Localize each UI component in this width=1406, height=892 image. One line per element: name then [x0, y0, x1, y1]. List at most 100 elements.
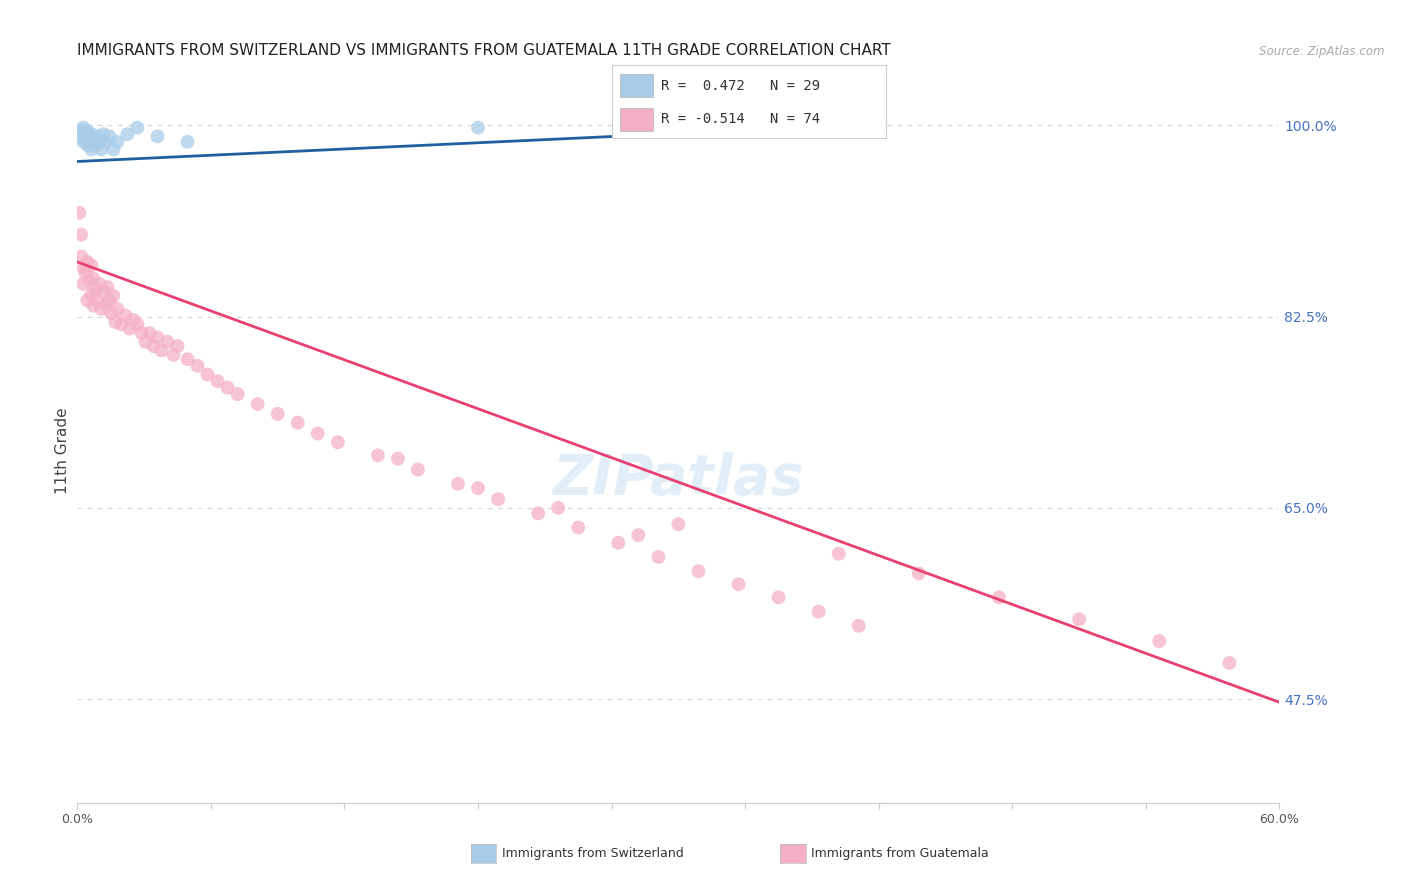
Point [1149, 634, 1171, 648]
Point [138, 326, 160, 340]
Point [567, 520, 589, 534]
Bar [620, 108, 652, 131]
Text: IMMIGRANTS FROM SWITZERLAND VS IMMIGRANTS FROM GUATEMALA 11TH GRADE CORRELATION : IMMIGRANTS FROM SWITZERLAND VS IMMIGRANT… [77, 43, 891, 58]
Point [93, 127, 115, 141]
Point [406, 462, 429, 476]
Point [98, 293, 121, 308]
Point [90, 301, 112, 316]
Point [67, 129, 90, 144]
Point [79, 135, 101, 149]
Point [367, 449, 389, 463]
Text: R = -0.514   N = 74: R = -0.514 N = 74 [661, 112, 820, 127]
Point [107, 135, 129, 149]
Point [82, 131, 104, 145]
Point [727, 577, 749, 591]
Point [80, 258, 103, 272]
Point [90, 143, 112, 157]
Point [447, 476, 470, 491]
Point [246, 397, 269, 411]
Point [103, 289, 125, 303]
Point [79, 129, 101, 144]
Point [70, 250, 93, 264]
Text: Source: ZipAtlas.com: Source: ZipAtlas.com [1260, 45, 1385, 58]
Point [1218, 656, 1240, 670]
Point [131, 326, 153, 340]
Point [86, 293, 108, 308]
Point [207, 374, 229, 388]
Point [267, 407, 290, 421]
Point [86, 129, 108, 144]
Point [727, 120, 749, 135]
Point [1069, 612, 1091, 626]
Point [72, 135, 94, 149]
Text: Immigrants from Guatemala: Immigrants from Guatemala [811, 847, 988, 860]
Point [84, 282, 107, 296]
Point [547, 500, 569, 515]
Point [647, 549, 669, 564]
Point [467, 481, 489, 495]
Point [166, 339, 188, 353]
Point [110, 318, 132, 332]
Point [89, 135, 111, 149]
Point [79, 274, 101, 288]
Point [486, 492, 509, 507]
Point [67, 206, 90, 220]
Point [627, 528, 650, 542]
Point [80, 287, 103, 301]
Point [118, 321, 141, 335]
Point [467, 120, 489, 135]
Point [848, 619, 870, 633]
Point [387, 451, 409, 466]
Point [627, 124, 650, 138]
Text: ZIPatlas: ZIPatlas [553, 451, 804, 506]
Point [104, 315, 127, 329]
Point [688, 564, 710, 578]
Point [72, 120, 94, 135]
Point [162, 348, 184, 362]
Point [98, 129, 121, 144]
Point [75, 131, 97, 145]
Point [72, 260, 94, 275]
Point [768, 591, 790, 605]
Point [307, 426, 329, 441]
Point [607, 535, 630, 549]
Point [80, 127, 103, 141]
Point [70, 124, 93, 138]
Point [146, 129, 169, 144]
Text: Immigrants from Switzerland: Immigrants from Switzerland [502, 847, 683, 860]
Point [89, 277, 111, 291]
Point [668, 517, 690, 532]
Point [197, 368, 219, 382]
Point [127, 318, 149, 332]
Point [70, 227, 93, 242]
Bar [620, 74, 652, 97]
Point [114, 309, 136, 323]
Point [76, 293, 98, 308]
Point [828, 547, 851, 561]
Point [94, 135, 117, 149]
Point [146, 330, 169, 344]
Point [134, 334, 156, 349]
Point [187, 359, 209, 373]
Point [107, 301, 129, 316]
Point [75, 266, 97, 280]
Point [100, 306, 122, 320]
Point [176, 135, 198, 149]
Text: R =  0.472   N = 29: R = 0.472 N = 29 [661, 78, 820, 93]
Point [287, 416, 309, 430]
Point [84, 138, 107, 153]
Point [122, 313, 145, 327]
Point [117, 127, 139, 141]
Point [807, 605, 830, 619]
Point [94, 297, 117, 311]
Point [80, 143, 103, 157]
Point [76, 255, 98, 269]
Point [96, 280, 118, 294]
Point [127, 120, 149, 135]
Y-axis label: 11th Grade: 11th Grade [55, 407, 70, 494]
Point [527, 506, 550, 520]
Point [150, 343, 173, 358]
Point [908, 566, 931, 581]
Point [103, 143, 125, 157]
Point [176, 352, 198, 367]
